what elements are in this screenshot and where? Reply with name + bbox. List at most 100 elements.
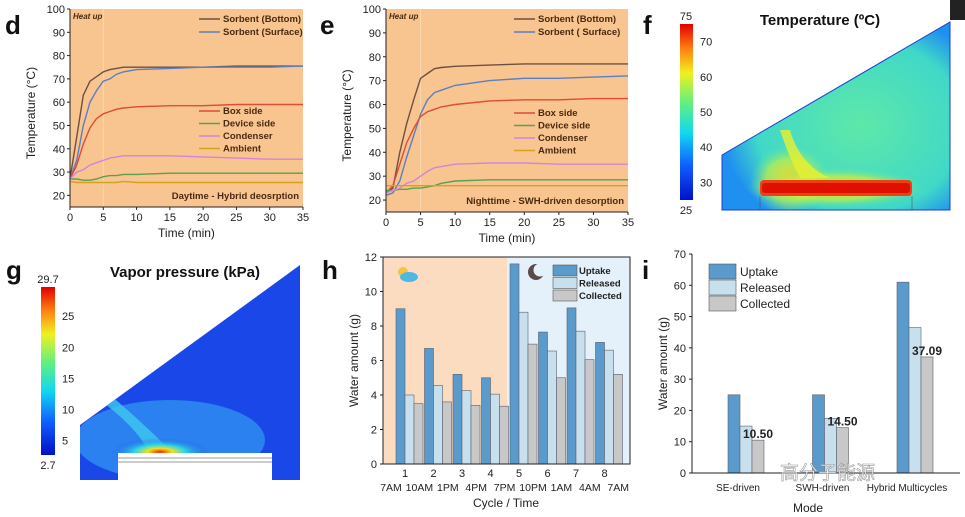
h-cycle-label: 6 xyxy=(544,468,550,480)
g-title: Vapor pressure (kPa) xyxy=(110,264,260,281)
temperature-domain-outline xyxy=(721,21,951,211)
i-y-tick-label: 60 xyxy=(674,280,686,292)
h-y-tick-label: 0 xyxy=(371,459,377,471)
e-series-line xyxy=(385,162,628,194)
h-y-tick-label: 2 xyxy=(371,425,377,437)
h-y-tick-label: 4 xyxy=(371,390,377,402)
e-y-tick-label: 60 xyxy=(369,100,381,112)
d-y-tick-label: 100 xyxy=(47,4,65,16)
i-legend-label: Collected xyxy=(740,297,790,311)
d-x-tick-label: 20 xyxy=(197,212,209,224)
f-colorbar-tick-label: 50 xyxy=(700,107,712,119)
h-time-label: 4PM xyxy=(465,482,487,494)
h-bar-uptake xyxy=(424,348,434,465)
h-y-tick-label: 8 xyxy=(371,321,377,333)
e-y-tick-label: 30 xyxy=(369,171,381,183)
d-x-tick-label: 5 xyxy=(100,212,106,224)
i-category-label: SWH-driven xyxy=(796,483,850,494)
e-mode-annotation: Nighttime - SWH-driven desorption xyxy=(466,196,624,207)
temperature-contour-map xyxy=(722,22,950,210)
e-x-tick-label: 0 xyxy=(383,217,389,229)
i-data-label: 37.09 xyxy=(912,344,942,358)
corner-badge xyxy=(950,0,965,20)
f-colorbar-min: 25 xyxy=(680,205,692,217)
e-y-tick-label: 100 xyxy=(363,4,381,16)
i-data-label: 10.50 xyxy=(743,427,773,441)
vapor-pressure-contour-map xyxy=(80,265,300,480)
e-x-axis-title: Time (min) xyxy=(479,231,536,245)
i-y-tick-label: 0 xyxy=(680,468,686,480)
i-legend-label: Released xyxy=(740,281,791,295)
panel-letter-f: f xyxy=(643,10,652,40)
g-colorbar-tick-label: 10 xyxy=(62,405,74,417)
e-phase-annotation: Heat up xyxy=(389,12,418,21)
f-colorbar-max: 75 xyxy=(680,11,692,23)
panel-letter-g: g xyxy=(6,255,22,285)
g-colorbar-max: 29.7 xyxy=(37,274,58,286)
h-bar-released xyxy=(461,390,472,465)
h-bar-collected xyxy=(613,373,623,465)
h-legend-label: Collected xyxy=(579,291,622,302)
e-y-tick-label: 90 xyxy=(369,28,381,40)
h-time-label: 7AM xyxy=(380,482,402,494)
i-y-tick-label: 50 xyxy=(674,312,686,324)
d-y-tick-label: 60 xyxy=(53,97,65,109)
h-time-label: 1AM xyxy=(551,482,573,494)
moon-icon-cutout xyxy=(533,263,547,277)
h-bar-uptake xyxy=(509,263,520,465)
i-category-label: SE-driven xyxy=(716,483,760,494)
h-cycle-label: 1 xyxy=(402,468,408,480)
h-bar-released xyxy=(490,393,500,465)
d-x-tick-label: 35 xyxy=(297,212,309,224)
h-legend-swatch xyxy=(552,264,578,277)
f-colorbar-tick-label: 60 xyxy=(700,72,712,84)
e-x-tick-label: 35 xyxy=(622,217,634,229)
i-y-tick-label: 70 xyxy=(674,249,686,261)
d-x-tick-label: 0 xyxy=(67,212,73,224)
d-legend-label: Sorbent (Bottom) xyxy=(223,14,301,25)
i-y-tick-label: 40 xyxy=(674,343,686,355)
h-cycle-label: 3 xyxy=(459,468,465,480)
d-series-line xyxy=(69,65,304,180)
d-x-tick-label: 30 xyxy=(264,212,276,224)
e-y-axis-title: Temperature (°C) xyxy=(340,69,354,161)
d-y-tick-label: 70 xyxy=(53,74,65,86)
h-bar-uptake xyxy=(452,373,463,465)
i-bar-uptake xyxy=(896,281,910,474)
h-cycle-label: 2 xyxy=(430,468,436,480)
d-plot-background xyxy=(70,9,303,207)
d-y-tick-label: 90 xyxy=(53,27,65,39)
i-y-tick-label: 10 xyxy=(674,437,686,449)
d-mode-annotation: Daytime - Hybrid deosrption xyxy=(172,191,299,202)
i-bar-collected xyxy=(751,439,765,474)
d-y-tick-label: 20 xyxy=(53,190,65,202)
h-time-label: 7PM xyxy=(494,482,516,494)
e-x-tick-label: 15 xyxy=(484,217,496,229)
i-legend-swatch xyxy=(708,279,737,296)
d-y-tick-label: 30 xyxy=(53,167,65,179)
panel-letter-h: h xyxy=(322,255,338,285)
h-x-axis-title: Cycle / Time xyxy=(473,496,539,510)
panel-letter-e: e xyxy=(320,10,334,40)
e-legend-label: Sorbent (Bottom) xyxy=(538,14,616,25)
d-series-line xyxy=(69,103,303,180)
h-time-label: 7AM xyxy=(607,482,629,494)
f-title: Temperature (ºC) xyxy=(760,12,880,29)
e-x-tick-label: 5 xyxy=(418,217,424,229)
h-cycle-label: 7 xyxy=(573,468,579,480)
d-phase-annotation: Heat up xyxy=(73,12,102,21)
d-legend-label: Ambient xyxy=(223,144,262,155)
e-y-tick-label: 40 xyxy=(369,147,381,159)
h-bar-collected xyxy=(470,405,481,465)
f-colorbar-tick-label: 70 xyxy=(700,37,712,49)
h-y-tick-label: 6 xyxy=(371,356,377,368)
i-y-axis-title: Water amount (g) xyxy=(656,317,670,410)
h-bar-released xyxy=(604,349,614,465)
e-x-tick-label: 30 xyxy=(587,217,599,229)
h-bar-released xyxy=(404,394,415,465)
h-time-label: 10PM xyxy=(519,482,546,494)
d-y-tick-label: 80 xyxy=(53,51,65,63)
e-y-tick-label: 80 xyxy=(369,52,381,64)
h-legend-label: Released xyxy=(579,279,621,290)
